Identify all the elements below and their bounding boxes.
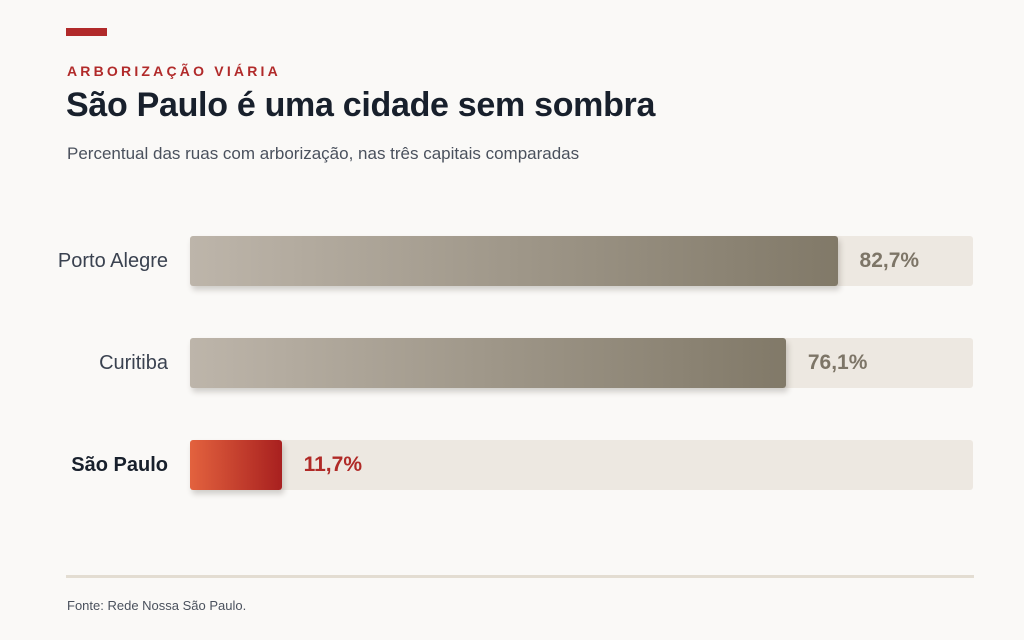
data-label: 82,7%: [859, 249, 920, 272]
category-label: São Paulo: [71, 454, 168, 476]
category-label: Curitiba: [99, 352, 168, 374]
bar: [190, 338, 786, 388]
footer-divider: [66, 575, 974, 578]
data-label: 11,7%: [303, 453, 362, 476]
data-label: 76,1%: [807, 351, 868, 374]
chart-subtitle: Percentual das ruas com arborização, nas…: [67, 144, 580, 163]
bar-row-curitiba: Curitiba 76,1%: [0, 338, 1024, 390]
bar: [190, 236, 838, 286]
kicker: ARBORIZAÇÃO VIÁRIA: [67, 63, 281, 79]
bar-row-porto-alegre: Porto Alegre 82,7%: [0, 236, 1024, 288]
chart-title: São Paulo é uma cidade sem sombra: [66, 86, 656, 124]
accent-bar: [66, 28, 107, 36]
bar: [190, 440, 282, 490]
bar-row-sao-paulo: São Paulo 11,7%: [0, 440, 1024, 492]
source-note: Fonte: Rede Nossa São Paulo.: [67, 598, 247, 613]
bar-track: [190, 440, 973, 490]
category-label: Porto Alegre: [57, 250, 168, 272]
